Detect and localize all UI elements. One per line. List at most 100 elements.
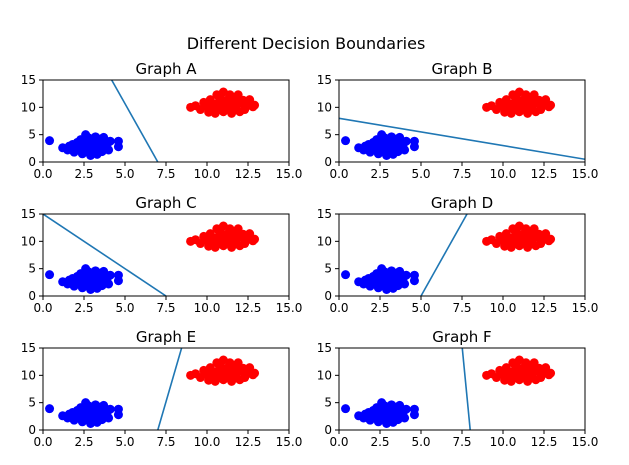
y-tick-label: 5 — [324, 128, 332, 142]
panel-2: Graph B 0.0 2.5 5.0 7.5 10.0 12.5 15.0 0 5 10 15 — [317, 60, 599, 181]
decision-boundary-line — [420, 214, 468, 296]
x-tick-label: 10.0 — [490, 167, 517, 181]
x-tick-label: 7.5 — [156, 435, 175, 449]
plot-area — [45, 80, 260, 162]
panel-3: Graph C 0.0 2.5 5.0 7.5 10.0 12.5 15.0 0 5 10 15 — [21, 194, 303, 315]
x-tick-label: 12.5 — [531, 167, 558, 181]
y-tick-label: 0 — [324, 423, 332, 437]
x-tick-label: 10.0 — [194, 167, 221, 181]
x-tick-label: 10.0 — [194, 301, 221, 315]
x-tick-label: 10.0 — [490, 301, 517, 315]
point-blue — [113, 276, 123, 286]
point-red — [250, 368, 260, 378]
x-tick-label: 10.0 — [194, 435, 221, 449]
point-blue — [401, 136, 411, 146]
point-blue — [409, 142, 419, 152]
panel-title: Graph E — [136, 328, 196, 346]
point-red — [250, 100, 260, 110]
x-tick-label: 12.5 — [235, 301, 262, 315]
y-tick-label: 5 — [28, 396, 36, 410]
x-tick-label: 15.0 — [276, 167, 303, 181]
plot-area — [339, 87, 585, 161]
point-blue — [113, 410, 123, 420]
point-blue — [105, 270, 115, 280]
y-tick-label: 15 — [317, 341, 332, 355]
y-tick-label: 10 — [21, 100, 36, 114]
y-tick-label: 5 — [324, 396, 332, 410]
x-tick-label: 5.0 — [115, 435, 134, 449]
point-blue — [400, 145, 410, 155]
figure-title: Different Decision Boundaries — [187, 34, 426, 53]
decision-boundary-line — [339, 117, 585, 161]
x-tick-label: 7.5 — [452, 167, 471, 181]
point-blue — [113, 142, 123, 152]
x-tick-label: 15.0 — [572, 167, 599, 181]
decision-boundary-line — [157, 348, 183, 430]
x-tick-label: 7.5 — [156, 301, 175, 315]
x-tick-label: 5.0 — [411, 301, 430, 315]
point-blue — [104, 145, 114, 155]
x-tick-label: 15.0 — [572, 301, 599, 315]
decision-boundary-line — [110, 80, 159, 162]
point-blue — [341, 404, 351, 414]
x-tick-label: 7.5 — [452, 301, 471, 315]
y-tick-label: 15 — [317, 73, 332, 87]
x-tick-label: 2.5 — [74, 167, 93, 181]
plot-area — [341, 348, 556, 430]
x-tick-label: 2.5 — [370, 435, 389, 449]
panel-1: Graph A 0.0 2.5 5.0 7.5 10.0 12.5 15.0 0 5 10 15 — [21, 60, 303, 181]
point-blue — [341, 270, 351, 280]
x-tick-label: 7.5 — [156, 167, 175, 181]
point-blue — [401, 404, 411, 414]
y-tick-label: 10 — [21, 234, 36, 248]
point-blue — [104, 413, 114, 423]
panel-title: Graph C — [135, 194, 196, 212]
point-blue — [105, 404, 115, 414]
plot-area — [341, 214, 556, 296]
point-blue — [400, 279, 410, 289]
y-tick-label: 10 — [317, 368, 332, 382]
x-tick-label: 12.5 — [235, 435, 262, 449]
x-tick-label: 15.0 — [276, 301, 303, 315]
x-tick-label: 5.0 — [411, 167, 430, 181]
plot-area — [43, 214, 260, 296]
y-tick-label: 5 — [28, 128, 36, 142]
decision-boundary-line — [461, 348, 471, 430]
y-tick-label: 0 — [324, 289, 332, 303]
x-tick-label: 2.5 — [370, 301, 389, 315]
panel-title: Graph F — [432, 328, 491, 346]
x-tick-label: 0.0 — [329, 435, 348, 449]
point-blue — [400, 413, 410, 423]
y-tick-label: 15 — [21, 207, 36, 221]
y-tick-label: 5 — [28, 262, 36, 276]
y-tick-label: 0 — [28, 155, 36, 169]
panel-title: Graph D — [431, 194, 493, 212]
y-tick-label: 0 — [28, 289, 36, 303]
point-blue — [341, 136, 351, 146]
x-tick-label: 5.0 — [115, 167, 134, 181]
point-red — [546, 234, 556, 244]
x-tick-label: 0.0 — [33, 435, 52, 449]
point-red — [250, 234, 260, 244]
y-tick-label: 15 — [21, 341, 36, 355]
point-red — [546, 368, 556, 378]
x-tick-label: 0.0 — [33, 301, 52, 315]
x-tick-label: 12.5 — [531, 435, 558, 449]
x-tick-label: 0.0 — [329, 301, 348, 315]
x-tick-label: 15.0 — [572, 435, 599, 449]
y-tick-label: 10 — [317, 234, 332, 248]
point-blue — [45, 136, 55, 146]
x-tick-label: 12.5 — [531, 301, 558, 315]
y-tick-label: 15 — [317, 207, 332, 221]
x-tick-label: 2.5 — [74, 435, 93, 449]
y-tick-label: 15 — [21, 73, 36, 87]
point-blue — [105, 136, 115, 146]
panel-6: Graph F 0.0 2.5 5.0 7.5 10.0 12.5 15.0 0 5 10 15 — [317, 328, 599, 449]
panel-title: Graph A — [135, 60, 197, 78]
y-tick-label: 10 — [317, 100, 332, 114]
x-tick-label: 10.0 — [490, 435, 517, 449]
point-blue — [401, 270, 411, 280]
y-tick-label: 0 — [28, 423, 36, 437]
panel-5: Graph E 0.0 2.5 5.0 7.5 10.0 12.5 15.0 0 5 10 15 — [21, 328, 303, 449]
x-tick-label: 0.0 — [33, 167, 52, 181]
